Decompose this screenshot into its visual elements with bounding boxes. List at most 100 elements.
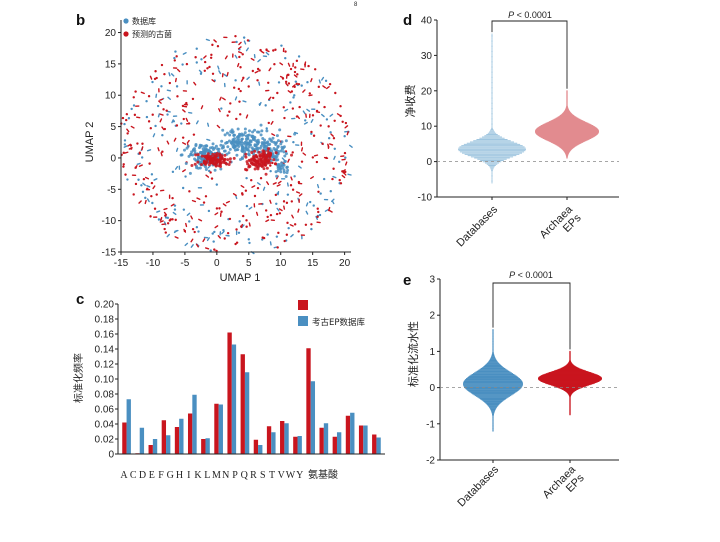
umap-point (207, 165, 211, 169)
umap-point (331, 198, 335, 203)
umap-point (215, 183, 219, 186)
umap-point (275, 134, 279, 138)
umap-point (227, 162, 231, 166)
umap-point (264, 159, 268, 163)
umap-point (232, 143, 236, 147)
umap-point (223, 73, 228, 78)
umap-point (222, 228, 225, 232)
umap-point (285, 82, 289, 87)
umap-point (129, 144, 133, 147)
umap-point (277, 180, 282, 184)
umap-point (166, 233, 171, 238)
umap-point (170, 203, 175, 207)
umap-point (251, 185, 256, 188)
umap-point (243, 127, 247, 131)
umap-point (122, 165, 125, 168)
umap-point (123, 143, 127, 146)
umap-point (254, 154, 258, 158)
umap-point (122, 163, 125, 166)
umap-point (312, 134, 316, 137)
umap-point (212, 240, 215, 243)
umap-point (269, 164, 272, 167)
umap-point (189, 153, 193, 157)
umap-point (281, 77, 285, 80)
umap-point (214, 212, 219, 216)
umap-point (295, 82, 298, 86)
umap-point (225, 141, 229, 145)
umap-point (265, 48, 268, 51)
umap-point (296, 73, 299, 76)
umap-point (245, 176, 248, 180)
umap-point (151, 80, 154, 84)
umap-point (254, 70, 259, 74)
panel-d-violin-net-charge: d -10 0 10 20 30 40 Databases ArchaeaEPs 净收费 P … (403, 10, 619, 249)
umap-point (216, 124, 221, 129)
umap-point (271, 152, 275, 156)
umap-y-tick-label: -10 (102, 216, 117, 227)
umap-point (245, 219, 248, 222)
umap-point (325, 118, 329, 121)
umap-point (160, 152, 163, 157)
umap-point (238, 140, 242, 144)
umap-point (289, 224, 294, 227)
bar-Q-series-1 (293, 436, 298, 454)
umap-point (185, 62, 189, 66)
umap-point (286, 168, 290, 172)
umap-point (193, 230, 196, 234)
umap-point (272, 49, 275, 52)
violin-category-label: Databases (454, 203, 500, 249)
violin-category-label: ArchaeaEPs (541, 463, 588, 510)
umap-point (267, 81, 270, 84)
umap-point (231, 130, 235, 134)
umap-point (250, 150, 254, 154)
umap-point (211, 232, 214, 235)
bar-K-series-1 (227, 332, 232, 454)
umap-point (122, 151, 125, 155)
umap-point (163, 127, 167, 131)
umap-point (240, 137, 244, 141)
bar-W-series-2 (363, 425, 368, 454)
umap-point (226, 71, 229, 77)
umap-point (147, 94, 151, 98)
legend-label-predicted-archaea: 预测的古菌 (132, 29, 172, 39)
umap-point (240, 77, 244, 82)
umap-point (213, 152, 217, 156)
umap-axes: -15 -10 -5 0 5 10 15 20 -15 -10 -5 0 5 10 15 20 (102, 20, 351, 269)
bar-y-tick-label: 0.04 (95, 420, 115, 431)
umap-point (268, 67, 272, 72)
umap-point (146, 185, 151, 188)
umap-point (259, 123, 263, 127)
umap-point (194, 144, 198, 148)
umap-point (220, 160, 224, 164)
umap-point (171, 196, 174, 200)
umap-point (333, 119, 336, 122)
umap-point (221, 144, 225, 148)
umap-point (251, 69, 255, 73)
umap-point (261, 149, 265, 153)
umap-point (313, 154, 319, 157)
umap-point (175, 124, 179, 127)
umap-point (205, 174, 210, 178)
umap-point (344, 161, 348, 166)
umap-point (200, 58, 203, 61)
umap-point (277, 81, 281, 84)
umap-y-tick-label: 5 (110, 122, 116, 133)
umap-point (163, 72, 166, 76)
umap-point (262, 186, 266, 191)
net-charge-significance: P < 0.0001 (508, 10, 552, 20)
umap-point (202, 151, 206, 155)
umap-point (168, 72, 171, 77)
umap-point (302, 89, 306, 93)
bar-legend: 考古EP数据库 (298, 300, 365, 328)
umap-point (207, 122, 210, 127)
umap-point (343, 135, 346, 138)
umap-point (134, 182, 138, 186)
umap-point (138, 164, 143, 167)
umap-point (204, 144, 208, 148)
umap-point (317, 85, 321, 89)
umap-point (270, 149, 274, 153)
umap-point (217, 65, 220, 70)
umap-point (232, 146, 236, 150)
umap-point (328, 206, 331, 212)
